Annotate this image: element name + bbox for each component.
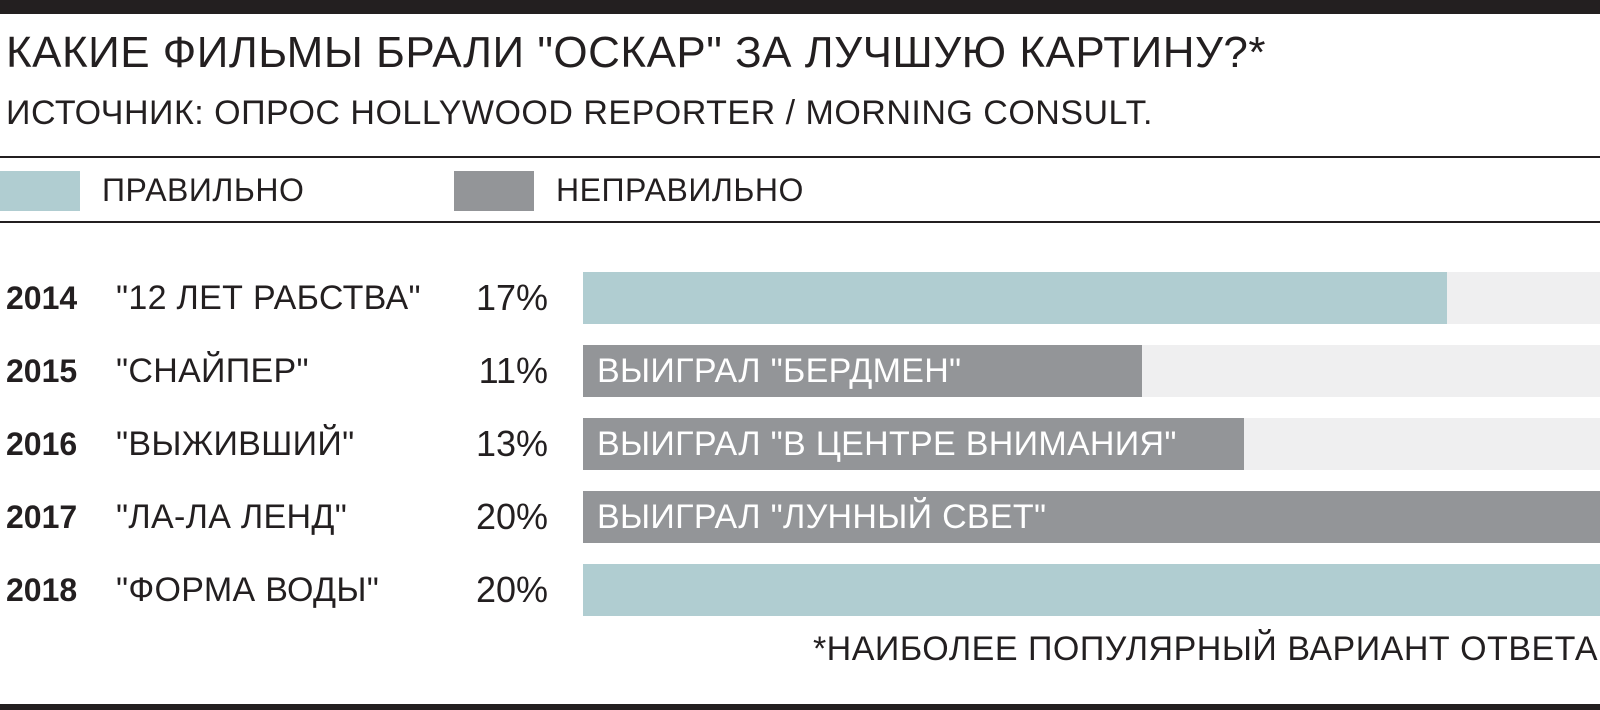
row-year: 2017: [6, 499, 78, 535]
row-film-title: "12 ЛЕТ РАБСТВА": [116, 279, 421, 317]
bar-correct: [583, 564, 1600, 616]
bar-winner-note: ВЫИГРАЛ "БЕРДМЕН": [597, 352, 962, 390]
bar-incorrect: [583, 345, 1142, 397]
legend-top-divider: [0, 156, 1600, 158]
footnote: *НАИБОЛЕЕ ПОПУЛЯРНЫЙ ВАРИАНТ ОТВЕТА: [812, 630, 1598, 668]
legend-swatch-correct: [0, 171, 80, 211]
legend-label-incorrect: НЕПРАВИЛЬНО: [556, 172, 804, 208]
legend-swatch-incorrect: [454, 171, 534, 211]
row-year: 2015: [6, 353, 78, 389]
bar-correct: [583, 272, 1447, 324]
row-film-title: "ВЫЖИВШИЙ": [116, 425, 355, 463]
top-rule: [0, 0, 1600, 14]
bottom-rule: [0, 704, 1600, 710]
row-percent-label: 20%: [475, 496, 548, 537]
bar-winner-note: ВЫИГРАЛ "ЛУННЫЙ СВЕТ": [597, 498, 1047, 536]
row-percent-label: 13%: [475, 423, 548, 464]
row-film-title: "СНАЙПЕР": [116, 352, 309, 390]
legend-label-correct: ПРАВИЛЬНО: [102, 172, 305, 208]
row-film-title: "ЛА-ЛА ЛЕНД": [116, 498, 348, 536]
chart-source: ИСТОЧНИК: ОПРОС HOLLYWOOD REPORTER / MOR…: [6, 94, 1153, 132]
bar-incorrect: [583, 418, 1244, 470]
row-year: 2016: [6, 426, 78, 462]
legend-bottom-divider: [0, 221, 1600, 223]
row-year: 2018: [6, 572, 78, 608]
row-percent-label: 17%: [475, 277, 548, 318]
chart-title: КАКИЕ ФИЛЬМЫ БРАЛИ "ОСКАР" ЗА ЛУЧШУЮ КАР…: [6, 28, 1267, 77]
row-film-title: "ФОРМА ВОДЫ": [116, 571, 380, 609]
row-percent-label: 20%: [475, 569, 548, 610]
row-year: 2014: [6, 280, 78, 316]
row-percent-label: 11%: [478, 350, 548, 391]
bar-incorrect: [583, 491, 1600, 543]
bar-winner-note: ВЫИГРАЛ "В ЦЕНТРЕ ВНИМАНИЯ": [597, 425, 1177, 463]
